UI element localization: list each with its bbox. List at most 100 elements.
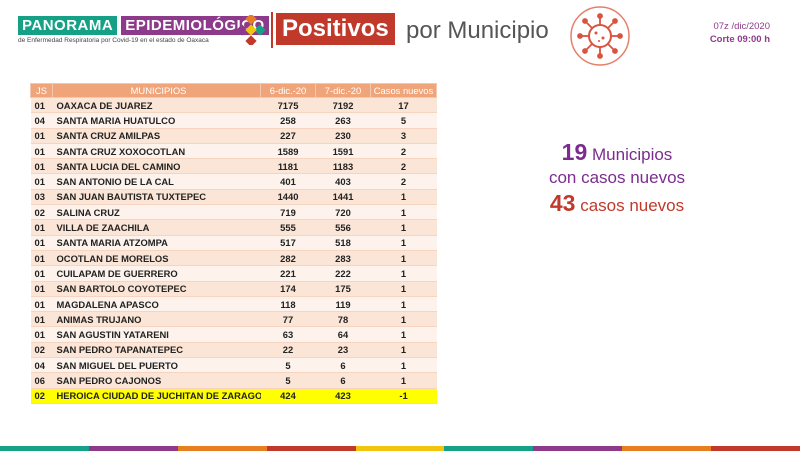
cell-casos-nuevos: 2 <box>370 158 437 175</box>
table-row: 01 SAN ANTONIO DE LA CAL 401 403 2 <box>30 173 437 190</box>
cell-6dic: 63 <box>260 326 316 343</box>
report-date: 07z /dic/2020 <box>713 21 770 32</box>
cell-7dic: 175 <box>315 281 371 297</box>
bar-segment-yellow <box>355 446 445 451</box>
cell-js: 04 <box>30 357 53 374</box>
cell-municipio: SANTA MARIA ATZOMPA <box>52 235 261 251</box>
cell-municipio: SANTA LUCIA DEL CAMINO <box>52 158 261 175</box>
cell-6dic: 555 <box>260 219 316 236</box>
cell-casos-nuevos: 1 <box>370 326 437 343</box>
cell-casos-nuevos: 1 <box>370 357 437 374</box>
table-row: 01 SAN AGUSTIN YATARENI 63 64 1 <box>30 326 437 343</box>
cell-7dic: 283 <box>315 250 371 267</box>
cell-municipio: OCOTLAN DE MORELOS <box>52 250 261 267</box>
cell-municipio: SAN PEDRO CAJONOS <box>52 372 261 389</box>
cell-6dic: 77 <box>260 311 316 328</box>
cell-js: 01 <box>30 296 53 313</box>
cell-6dic: 719 <box>260 204 316 221</box>
cell-municipio: SAN AGUSTIN YATARENI <box>52 326 261 343</box>
header-js: JS <box>30 83 53 98</box>
cell-7dic: 78 <box>315 311 371 328</box>
cell-6dic: 1181 <box>260 158 316 175</box>
cell-casos-nuevos: 5 <box>370 112 437 129</box>
cell-js: 02 <box>30 204 53 221</box>
table-row: 01 SAN BARTOLO COYOTEPEC 174 175 1 <box>30 281 437 297</box>
cell-municipio: SAN PEDRO TAPANATEPEC <box>52 342 261 359</box>
cell-js: 01 <box>30 143 53 160</box>
cell-municipio: SANTA CRUZ AMILPAS <box>52 128 261 144</box>
bar-segment-purple-2 <box>533 446 623 451</box>
table-header-row: JS MUNICIPIOS 6-dic.-20 7-dic.-20 Casos … <box>30 83 437 98</box>
cell-js: 06 <box>30 372 53 389</box>
cell-7dic: 518 <box>315 235 371 251</box>
bar-segment-orange-2 <box>622 446 712 451</box>
cell-municipio: SAN JUAN BAUTISTA TUXTEPEC <box>52 189 261 206</box>
header-date-6dic: 6-dic.-20 <box>260 83 316 98</box>
title-por-municipio: por Municipio <box>406 17 549 44</box>
table-row: 01 SANTA LUCIA DEL CAMINO 1181 1183 2 <box>30 158 437 175</box>
cell-casos-nuevos: 1 <box>370 296 437 313</box>
municipios-table: JS MUNICIPIOS 6-dic.-20 7-dic.-20 Casos … <box>30 83 437 404</box>
brand-subtitle: de Enfermedad Respiratoria por Covid-19 … <box>18 37 209 44</box>
table-row: 01 OAXACA DE JUAREZ 7175 7192 17 <box>30 97 437 114</box>
cell-municipio: SANTA MARIA HUATULCO <box>52 112 261 129</box>
cell-casos-nuevos: 2 <box>370 143 437 160</box>
bar-segment-red <box>266 446 356 451</box>
cell-7dic: 403 <box>315 173 371 190</box>
cell-casos-nuevos: 1 <box>370 204 437 221</box>
table-row: 01 OCOTLAN DE MORELOS 282 283 1 <box>30 250 437 267</box>
cell-js: 01 <box>30 250 53 267</box>
cell-7dic: 23 <box>315 342 371 359</box>
summary-casos-line: 43 casos nuevos <box>532 190 702 217</box>
cell-js: 03 <box>30 189 53 206</box>
cell-7dic: 720 <box>315 204 371 221</box>
cell-municipio: OAXACA DE JUAREZ <box>52 97 261 114</box>
cell-js: 02 <box>30 388 53 404</box>
cell-casos-nuevos: 2 <box>370 173 437 190</box>
cell-6dic: 174 <box>260 281 316 297</box>
cell-municipio: SAN ANTONIO DE LA CAL <box>52 173 261 190</box>
cell-js: 01 <box>30 219 53 236</box>
brand-word-panorama: PANORAMA <box>18 16 118 35</box>
table-row: 04 SANTA MARIA HUATULCO 258 263 5 <box>30 112 437 129</box>
cell-7dic: 222 <box>315 265 371 282</box>
header-divider <box>271 12 273 48</box>
header-municipios: MUNICIPIOS <box>52 83 261 98</box>
summary-block: 19 Municipios con casos nuevos 43 casos … <box>532 139 702 217</box>
summary-line2: con casos nuevos <box>548 168 686 187</box>
cell-7dic: 263 <box>315 112 371 129</box>
bar-segment-red-2 <box>711 446 800 451</box>
table-row: 02 HEROICA CIUDAD DE JUCHITAN DE ZARAGOZA… <box>30 388 437 404</box>
cell-6dic: 258 <box>260 112 316 129</box>
cell-6dic: 424 <box>260 388 316 404</box>
cell-js: 01 <box>30 326 53 343</box>
casos-label: casos nuevos <box>580 196 685 215</box>
cell-js: 01 <box>30 281 53 297</box>
cell-js: 01 <box>30 158 53 175</box>
cell-6dic: 1440 <box>260 189 316 206</box>
cell-municipio: CUILAPAM DE GUERRERO <box>52 265 261 282</box>
cell-7dic: 556 <box>315 219 371 236</box>
cell-7dic: 1183 <box>315 158 371 175</box>
table-row: 02 SAN PEDRO TAPANATEPEC 22 23 1 <box>30 342 437 359</box>
table-row: 03 SAN JUAN BAUTISTA TUXTEPEC 1440 1441 1 <box>30 189 437 206</box>
cell-7dic: 1591 <box>315 143 371 160</box>
cell-7dic: 423 <box>315 388 371 404</box>
cell-casos-nuevos: 3 <box>370 128 437 144</box>
municipios-label: Municipios <box>592 145 673 164</box>
table-row: 01 SANTA MARIA ATZOMPA 517 518 1 <box>30 235 437 251</box>
cell-6dic: 282 <box>260 250 316 267</box>
cell-6dic: 5 <box>260 372 316 389</box>
cell-7dic: 6 <box>315 357 371 374</box>
cell-casos-nuevos: 1 <box>370 219 437 236</box>
coronavirus-icon <box>570 6 630 66</box>
cell-casos-nuevos: 1 <box>370 372 437 389</box>
cell-6dic: 227 <box>260 128 316 144</box>
cell-js: 02 <box>30 342 53 359</box>
cell-js: 01 <box>30 97 53 114</box>
cell-municipio: HEROICA CIUDAD DE JUCHITAN DE ZARAGOZA <box>52 388 261 404</box>
cell-municipio: MAGDALENA APASCO <box>52 296 261 313</box>
cell-7dic: 1441 <box>315 189 371 206</box>
bar-segment-purple <box>88 446 178 451</box>
cell-municipio: SAN MIGUEL DEL PUERTO <box>52 357 261 374</box>
